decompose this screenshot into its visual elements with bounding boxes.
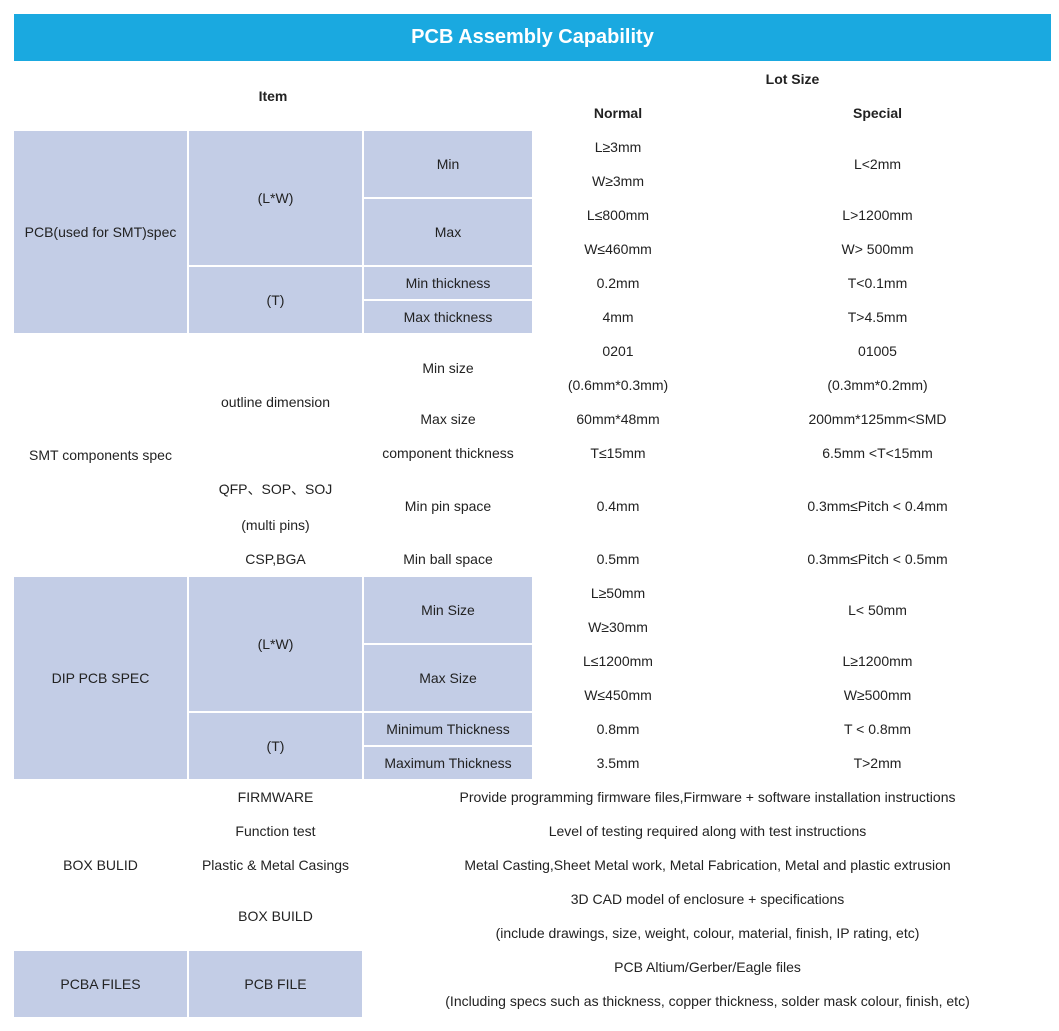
section-dip: DIP PCB SPEC <box>13 576 188 780</box>
cell-max-thk: Max thickness <box>363 300 533 334</box>
header-special: Special <box>703 96 1052 130</box>
cell-value: 0.4mm <box>533 470 703 542</box>
cell-casing: Plastic & Metal Casings <box>188 848 363 882</box>
cell-value: 4mm <box>533 300 703 334</box>
cell-value: T>4.5mm <box>703 300 1052 334</box>
cell-value: 0.3mm≤Pitch < 0.4mm <box>703 470 1052 542</box>
cell-max: Max <box>363 198 533 266</box>
cell-value: Provide programming firmware files,Firmw… <box>363 780 1052 814</box>
cell-value: T<0.1mm <box>703 266 1052 300</box>
cell-min-pin: Min pin space <box>363 470 533 542</box>
cell-value: 60mm*48mm <box>533 402 703 436</box>
cell-value: L< 50mm <box>703 576 1052 644</box>
header-item: Item <box>13 62 533 130</box>
cell-value: L≤800mm <box>533 198 703 232</box>
cell-value: W≤460mm <box>533 232 703 266</box>
section-smt: SMT components spec <box>13 334 188 576</box>
cell-csp: CSP,BGA <box>188 542 363 576</box>
header-normal: Normal <box>533 96 703 130</box>
cell-value: 01005 <box>703 334 1052 368</box>
cell-value: 200mm*125mm<SMD <box>703 402 1052 436</box>
table-row: PCB Assembly Capability <box>13 13 1052 62</box>
cell-outline: outline dimension <box>188 334 363 470</box>
cell-value: 0.2mm <box>533 266 703 300</box>
cell-lw: (L*W) <box>188 130 363 266</box>
cell-multi: (multi pins) <box>188 508 363 542</box>
section-pcba: PCBA FILES <box>13 950 188 1018</box>
cell-min-thk: Min thickness <box>363 266 533 300</box>
cell-value: 0201 <box>533 334 703 368</box>
cell-value: 0.8mm <box>533 712 703 746</box>
cell-func: Function test <box>188 814 363 848</box>
cell-value: L≥50mm <box>533 576 703 610</box>
table-row: PCBA FILES PCB FILE PCB Altium/Gerber/Ea… <box>13 950 1052 984</box>
cell-t: (T) <box>188 266 363 334</box>
table-row: Item Lot Size <box>13 62 1052 96</box>
cell-value: W≤450mm <box>533 678 703 712</box>
cell-qfp: QFP、SOP、SOJ <box>188 470 363 508</box>
table-row: DIP PCB SPEC (L*W) Min Size L≥50mm L< 50… <box>13 576 1052 610</box>
cell-value: W≥30mm <box>533 610 703 644</box>
section-pcb-smt: PCB(used for SMT)spec <box>13 130 188 334</box>
header-lot-size: Lot Size <box>533 62 1052 96</box>
cell-value: T>2mm <box>703 746 1052 780</box>
cell-value: L≥3mm <box>533 130 703 164</box>
cell-firmware: FIRMWARE <box>188 780 363 814</box>
cell-min-size: Min size <box>363 334 533 402</box>
table-title: PCB Assembly Capability <box>13 13 1052 62</box>
cell-value: L≥1200mm <box>703 644 1052 678</box>
cell-value: L<2mm <box>703 130 1052 198</box>
cell-value: 0.3mm≤Pitch < 0.5mm <box>703 542 1052 576</box>
cell-t: (T) <box>188 712 363 780</box>
cell-value: T < 0.8mm <box>703 712 1052 746</box>
cell-value: Level of testing required along with tes… <box>363 814 1052 848</box>
cell-value: 6.5mm <T<15mm <box>703 436 1052 470</box>
cell-value: W≥500mm <box>703 678 1052 712</box>
cell-value: 0.5mm <box>533 542 703 576</box>
cell-value: W> 500mm <box>703 232 1052 266</box>
capability-table-container: PCB Assembly Capability Item Lot Size No… <box>10 10 1049 1021</box>
cell-min-ball: Min ball space <box>363 542 533 576</box>
cell-value: 3.5mm <box>533 746 703 780</box>
cell-value: Metal Casting,Sheet Metal work, Metal Fa… <box>363 848 1052 882</box>
table-row: BOX BULID FIRMWARE Provide programming f… <box>13 780 1052 814</box>
table-row: PCB(used for SMT)spec (L*W) Min L≥3mm L<… <box>13 130 1052 164</box>
cell-min: Min <box>363 130 533 198</box>
cell-pcbfile: PCB FILE <box>188 950 363 1018</box>
cell-value: PCB Altium/Gerber/Eagle files <box>363 950 1052 984</box>
cell-value: (0.6mm*0.3mm) <box>533 368 703 402</box>
cell-min-size: Min Size <box>363 576 533 644</box>
cell-value: L>1200mm <box>703 198 1052 232</box>
cell-value: T≤15mm <box>533 436 703 470</box>
cell-value: L≤1200mm <box>533 644 703 678</box>
cell-max-size: Max Size <box>363 644 533 712</box>
cell-value: (Including specs such as thickness, copp… <box>363 984 1052 1018</box>
cell-value: (include drawings, size, weight, colour,… <box>363 916 1052 950</box>
cell-comp-thk: component thickness <box>363 436 533 470</box>
cell-lw: (L*W) <box>188 576 363 712</box>
section-box: BOX BULID <box>13 780 188 950</box>
cell-min-thk: Minimum Thickness <box>363 712 533 746</box>
capability-table: PCB Assembly Capability Item Lot Size No… <box>12 12 1053 1019</box>
cell-value: (0.3mm*0.2mm) <box>703 368 1052 402</box>
cell-max-size: Max size <box>363 402 533 436</box>
cell-boxbuild: BOX BUILD <box>188 882 363 950</box>
cell-value: W≥3mm <box>533 164 703 198</box>
cell-value: 3D CAD model of enclosure + specificatio… <box>363 882 1052 916</box>
table-row: SMT components spec outline dimension Mi… <box>13 334 1052 368</box>
cell-max-thk: Maximum Thickness <box>363 746 533 780</box>
